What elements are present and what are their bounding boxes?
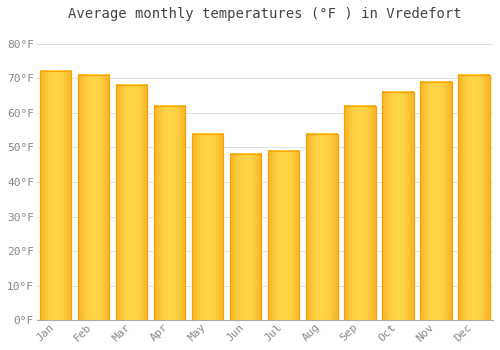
Bar bbox=[268, 151, 300, 320]
Bar bbox=[230, 154, 262, 320]
Bar bbox=[78, 75, 110, 320]
Bar bbox=[306, 133, 338, 320]
Title: Average monthly temperatures (°F ) in Vredefort: Average monthly temperatures (°F ) in Vr… bbox=[68, 7, 462, 21]
Bar bbox=[458, 75, 490, 320]
Bar bbox=[382, 92, 414, 320]
Bar bbox=[192, 133, 224, 320]
Bar bbox=[382, 92, 414, 320]
Bar bbox=[192, 133, 224, 320]
Bar bbox=[268, 151, 300, 320]
Bar bbox=[154, 106, 186, 320]
Bar bbox=[344, 106, 376, 320]
Bar bbox=[154, 106, 186, 320]
Bar bbox=[306, 133, 338, 320]
Bar bbox=[78, 75, 110, 320]
Bar bbox=[458, 75, 490, 320]
Bar bbox=[230, 154, 262, 320]
Bar bbox=[344, 106, 376, 320]
Bar bbox=[420, 82, 452, 320]
Bar bbox=[116, 85, 148, 320]
Bar bbox=[116, 85, 148, 320]
Bar bbox=[40, 71, 72, 320]
Bar bbox=[420, 82, 452, 320]
Bar bbox=[40, 71, 72, 320]
